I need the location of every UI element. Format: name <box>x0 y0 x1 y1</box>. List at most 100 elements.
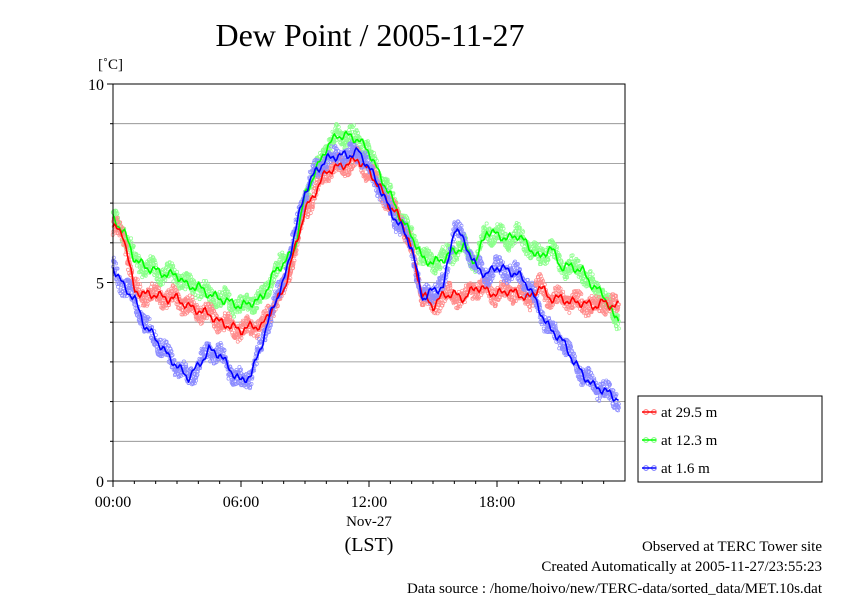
sample-point <box>414 241 419 246</box>
sample-point <box>204 316 209 321</box>
sample-point <box>258 300 263 305</box>
sample-point <box>616 313 621 318</box>
sample-point <box>521 229 526 234</box>
sample-point <box>616 326 621 331</box>
sample-point <box>115 211 120 216</box>
sample-point <box>245 314 250 319</box>
sample-point <box>197 319 202 324</box>
sample-point <box>256 332 261 337</box>
sample-point <box>171 279 176 284</box>
sample-point <box>351 123 356 128</box>
sample-point <box>158 296 163 301</box>
sample-point <box>524 249 529 254</box>
sample-point <box>430 252 434 257</box>
sample-point <box>175 269 180 274</box>
sample-point <box>150 255 155 260</box>
sample-point <box>262 287 266 292</box>
sample-point <box>138 284 143 289</box>
sample-point <box>487 227 492 232</box>
sample-point <box>153 290 158 295</box>
sample-point <box>234 299 239 303</box>
sample-point <box>317 154 321 159</box>
sample-point <box>418 261 423 266</box>
sample-point <box>188 308 193 312</box>
sample-point <box>389 184 394 189</box>
sample-point <box>350 124 354 129</box>
sample-point <box>410 226 415 231</box>
sample-point <box>181 359 186 364</box>
sample-point <box>567 260 572 265</box>
sample-point <box>164 305 169 310</box>
sample-point <box>517 225 522 230</box>
sample-point <box>412 234 417 239</box>
sample-point <box>268 290 273 295</box>
sample-point <box>369 149 374 154</box>
sample-point <box>222 311 227 316</box>
sample-point <box>226 289 231 294</box>
sample-point <box>153 260 158 265</box>
sample-point <box>199 295 204 299</box>
sample-point <box>252 310 257 315</box>
sample-point <box>573 260 578 265</box>
sample-point <box>490 234 495 239</box>
sample-point <box>138 269 143 274</box>
sample-point <box>501 226 506 231</box>
sample-point <box>528 308 532 313</box>
sample-point <box>152 258 157 263</box>
sample-point <box>173 288 178 293</box>
sample-point <box>481 225 486 230</box>
sample-point <box>188 272 192 277</box>
sample-point <box>276 263 281 268</box>
sample-point <box>554 245 559 250</box>
sample-point <box>153 263 158 268</box>
sample-point <box>292 258 297 263</box>
sample-point <box>565 275 570 280</box>
sample-point <box>263 309 268 314</box>
sample-point <box>484 221 489 226</box>
sample-point <box>546 256 550 261</box>
sample-point <box>120 225 125 230</box>
sample-point <box>336 125 341 129</box>
sample-point <box>536 243 541 248</box>
sample-point <box>131 243 136 248</box>
sample-point <box>199 317 204 322</box>
sample-point <box>200 320 205 325</box>
sample-point <box>552 242 557 247</box>
sample-point <box>557 252 562 257</box>
sample-cloud-0 <box>110 145 621 344</box>
sample-point <box>514 221 519 226</box>
sample-point <box>133 276 138 281</box>
sample-point <box>349 125 354 129</box>
sample-point <box>533 240 538 245</box>
sample-point <box>185 295 190 300</box>
sample-point <box>388 182 393 187</box>
sample-point <box>588 269 593 273</box>
sample-point <box>559 259 564 264</box>
sample-point <box>541 259 546 264</box>
sample-point <box>126 267 131 272</box>
sample-point <box>181 308 186 313</box>
sample-point <box>142 303 147 308</box>
sample-point <box>256 321 261 326</box>
sample-point <box>200 314 205 319</box>
sample-point <box>149 281 154 286</box>
sample-point <box>554 246 559 251</box>
sample-point <box>239 336 244 340</box>
sample-point <box>585 272 590 277</box>
sample-point <box>493 239 497 244</box>
sample-point <box>228 314 233 319</box>
sample-point <box>160 281 165 286</box>
sample-point <box>444 242 449 247</box>
sample-point <box>440 245 445 250</box>
sample-point <box>433 271 438 276</box>
sample-point <box>137 282 142 286</box>
sample-point <box>228 316 233 321</box>
sample-point <box>576 258 581 263</box>
sample-point <box>291 262 296 267</box>
sample-point <box>227 292 232 297</box>
sample-point <box>232 314 236 319</box>
sample-point <box>156 286 161 291</box>
sample-point <box>240 324 245 329</box>
sample-point <box>187 307 192 312</box>
